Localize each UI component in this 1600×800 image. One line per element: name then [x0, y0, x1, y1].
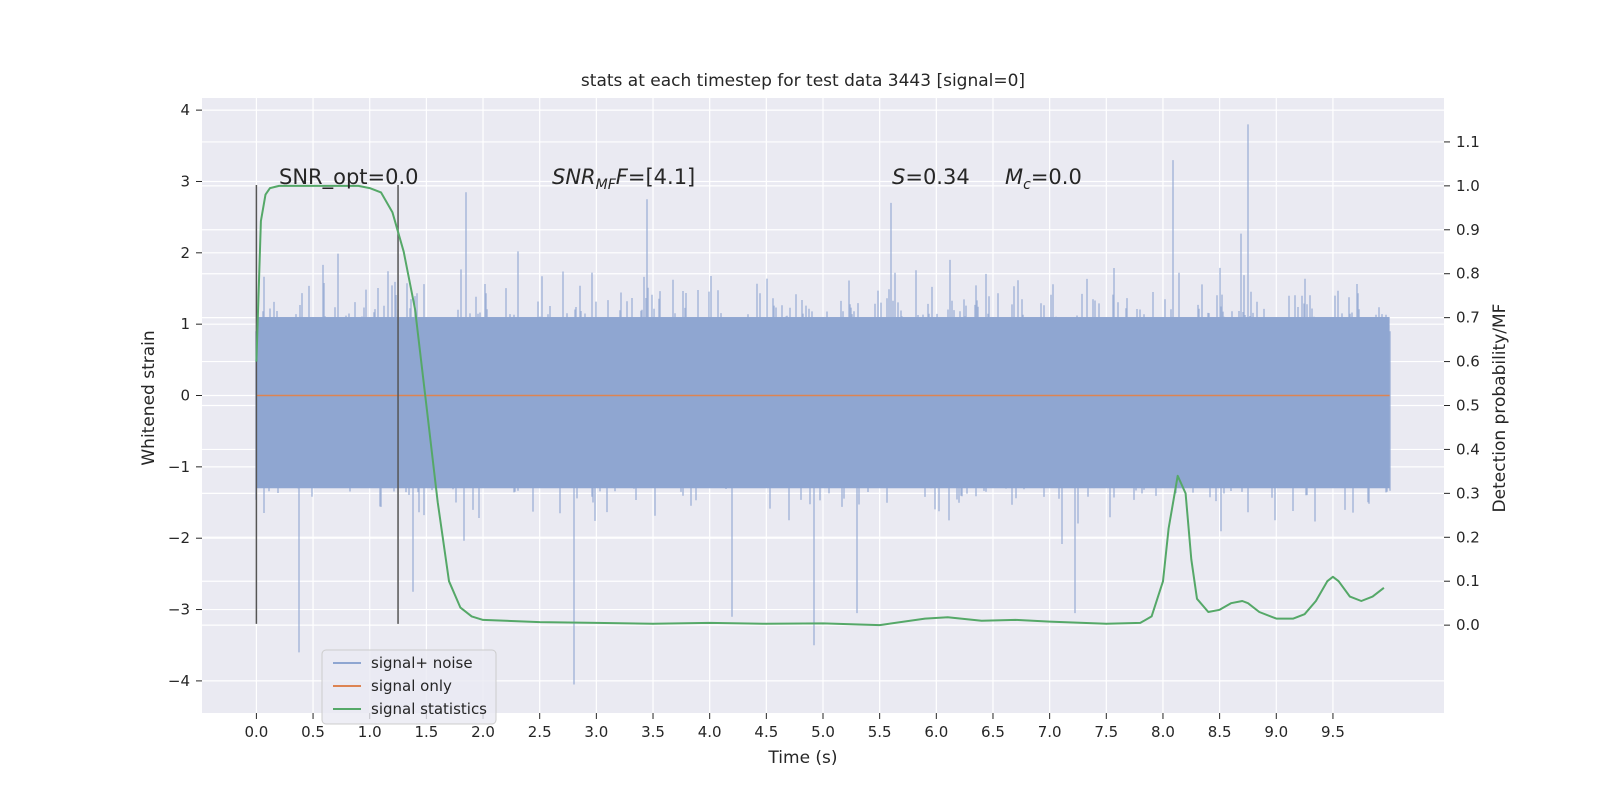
- legend-label-signal-only: signal only: [371, 677, 452, 695]
- x-tick-label: 0.5: [301, 723, 325, 741]
- y-left-tick-label: 2: [180, 244, 190, 262]
- noise-band: [256, 317, 1390, 489]
- annotation-snr-opt: SNR_opt=0.0: [279, 165, 419, 190]
- y-left-tick-label: 1: [180, 315, 190, 333]
- legend-box: [321, 649, 497, 725]
- x-tick-label: 4.0: [698, 723, 722, 741]
- x-tick-label: 8.0: [1151, 723, 1175, 741]
- y-left-tick-label: 0: [180, 387, 190, 405]
- y-right-tick-label: 1.1: [1456, 133, 1480, 151]
- legend-label-signal-statistics: signal statistics: [371, 700, 487, 718]
- series-signal-statistics: [255, 184, 1385, 627]
- y-right-tick-label: 1.0: [1456, 177, 1480, 195]
- y-right-tick-label: 0.4: [1456, 440, 1480, 458]
- legend: signal+ noise signal only signal statist…: [321, 649, 497, 725]
- x-tick-label: 9.0: [1264, 723, 1288, 741]
- x-tick-label: 9.5: [1321, 723, 1345, 741]
- y-right-tick-label: 0.9: [1456, 221, 1480, 239]
- x-tick-label: 6.5: [981, 723, 1005, 741]
- annotation-snr-mf: SNRMFF=[4.1]: [552, 165, 695, 193]
- x-tick-label: 7.5: [1094, 723, 1118, 741]
- x-axis-label: Time (s): [767, 748, 837, 768]
- y-left-tick-label: 3: [180, 172, 190, 190]
- vertical-markers: [255, 185, 399, 624]
- axes: 0.0 0.5 1.0 1.5 2.0 2.5 3.0 3.5 4.0 4.5 5.0 5.5 6.0 6…: [168, 101, 1480, 741]
- x-tick-label: 1.0: [358, 723, 382, 741]
- y-right-tick-label: 0.7: [1456, 309, 1480, 327]
- x-tick-label: 6.0: [924, 723, 948, 741]
- x-tick-label: 0.0: [244, 723, 268, 741]
- y-right-tick-label: 0.5: [1456, 397, 1480, 415]
- x-tick-label: 3.5: [641, 723, 665, 741]
- x-tick-label: 8.5: [1208, 723, 1232, 741]
- x-tick-label: 1.5: [414, 723, 438, 741]
- y-left-tick-label: −3: [168, 601, 190, 619]
- annotation-s: S=0.34: [892, 165, 970, 189]
- x-tick-label: 7.0: [1038, 723, 1062, 741]
- chart-title: stats at each timestep for test data 344…: [581, 71, 1025, 91]
- y-right-tick-label: 0.3: [1456, 484, 1480, 502]
- y-left-tick-label: 4: [180, 101, 190, 119]
- y-right-tick-label: 0.1: [1456, 572, 1480, 590]
- y-right-tick-label: 0.0: [1456, 616, 1480, 634]
- x-tick-label: 5.5: [868, 723, 892, 741]
- annotation-mc: Mc=0.0: [1005, 165, 1082, 193]
- legend-label-signal-noise: signal+ noise: [371, 654, 473, 672]
- y-right-tick-label: 0.8: [1456, 265, 1480, 283]
- y-left-tick-label: −2: [168, 529, 190, 547]
- y-left-tick-label: −4: [168, 672, 190, 690]
- series-signal-noise: [255, 124, 1391, 685]
- annotations: SNR_opt=0.0 SNRMFF=[4.1] S=0.34 Mc=0.0: [279, 165, 1082, 193]
- x-tick-label: 3.0: [584, 723, 608, 741]
- x-tick-label: 5.0: [811, 723, 835, 741]
- x-tick-label: 4.5: [754, 723, 778, 741]
- statistics-line: [255, 184, 1385, 627]
- x-tick-label: 2.0: [471, 723, 495, 741]
- x-tick-label: 2.5: [528, 723, 552, 741]
- y-right-tick-label: 0.6: [1456, 353, 1480, 371]
- y-left-tick-label: −1: [168, 458, 190, 476]
- y-axis-right-label: Detection probability/MF: [1490, 304, 1510, 513]
- y-axis-left-label: Whitened strain: [139, 330, 159, 465]
- y-right-tick-label: 0.2: [1456, 528, 1480, 546]
